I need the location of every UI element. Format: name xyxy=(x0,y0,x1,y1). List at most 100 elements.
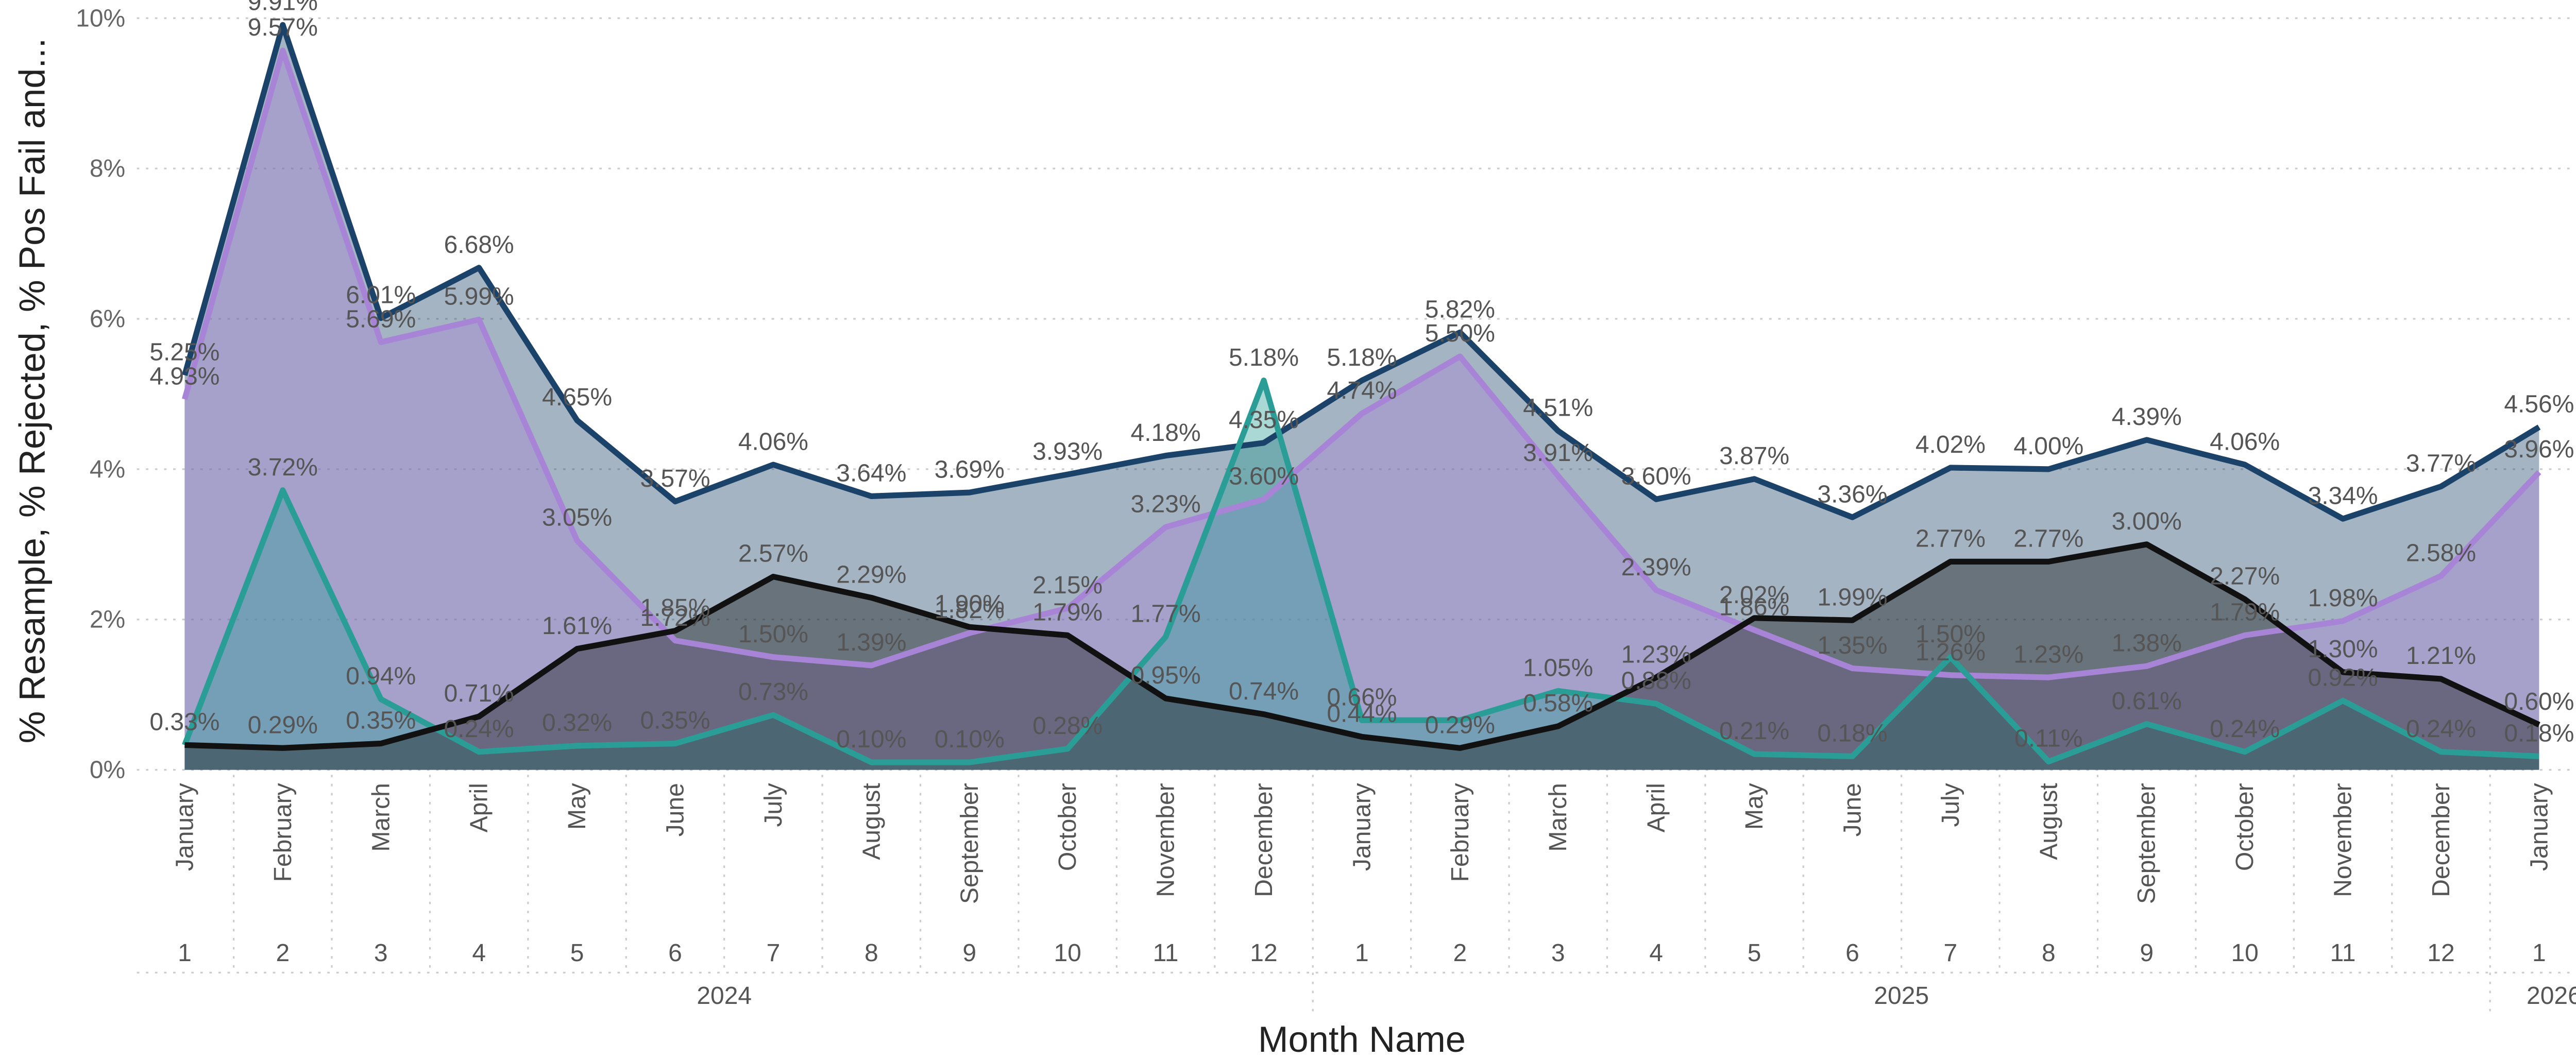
data-label: 0.18% xyxy=(2504,720,2574,747)
data-label: 1.23% xyxy=(2013,641,2083,668)
year-label: 2025 xyxy=(1874,982,1929,1010)
month-number: 9 xyxy=(2140,940,2154,967)
data-label: 0.58% xyxy=(1523,690,1593,717)
month-number: 3 xyxy=(374,940,388,967)
y-axis-title: % Resample, % Rejected, % Pos Fail and..… xyxy=(11,38,52,743)
data-label: 0.92% xyxy=(2308,664,2378,692)
x-tick-label: June xyxy=(662,783,689,836)
data-label: 0.35% xyxy=(640,707,710,735)
data-label: 3.64% xyxy=(836,460,906,487)
month-number: 2 xyxy=(1453,940,1467,967)
data-label: 4.39% xyxy=(2112,403,2182,431)
data-label: 1.21% xyxy=(2406,642,2476,670)
data-label: 0.71% xyxy=(444,680,514,707)
y-tick-label: 6% xyxy=(90,305,125,333)
y-tick-label: 4% xyxy=(90,456,125,483)
data-label: 0.33% xyxy=(149,709,219,736)
data-label: 0.18% xyxy=(1817,720,1887,747)
x-tick-label: October xyxy=(2231,783,2259,871)
data-label: 1.98% xyxy=(2308,585,2378,612)
data-label: 4.56% xyxy=(2504,390,2574,418)
data-label: 1.50% xyxy=(1916,621,1986,648)
data-label: 4.51% xyxy=(1523,395,1593,422)
month-number: 3 xyxy=(1551,940,1565,967)
x-tick-label: December xyxy=(2428,783,2455,897)
data-label: 2.77% xyxy=(2013,525,2083,553)
data-label: 1.39% xyxy=(836,629,906,656)
data-label: 4.00% xyxy=(2013,433,2083,460)
month-number: 1 xyxy=(2532,940,2546,967)
x-tick-label: February xyxy=(269,783,297,882)
month-number: 8 xyxy=(2042,940,2056,967)
data-label: 0.95% xyxy=(1131,662,1201,689)
month-number: 7 xyxy=(1944,940,1958,967)
data-label: 1.79% xyxy=(2210,599,2280,626)
x-tick-label: February xyxy=(1447,783,1474,882)
data-label: 1.23% xyxy=(1621,641,1691,668)
line xyxy=(182,47,2541,680)
month-number: 5 xyxy=(570,940,584,967)
data-label: 0.73% xyxy=(738,678,808,706)
data-label: 0.60% xyxy=(2504,688,2574,715)
data-label: 3.00% xyxy=(2112,508,2182,535)
x-tick-label: July xyxy=(760,783,787,827)
data-label: 1.26% xyxy=(1916,639,1986,666)
data-label: 0.44% xyxy=(1327,701,1397,728)
data-label: 3.23% xyxy=(1131,490,1201,518)
data-label: 2.02% xyxy=(1719,582,1789,609)
x-tick-label: January xyxy=(171,783,198,871)
data-label: 5.69% xyxy=(346,305,416,333)
x-axis-title: Month Name xyxy=(1258,1019,1466,1059)
data-label: 0.24% xyxy=(2406,715,2476,743)
y-tick-label: 0% xyxy=(90,757,125,784)
area xyxy=(184,50,2539,770)
month-number: 11 xyxy=(2330,940,2356,967)
data-label: 6.68% xyxy=(444,231,514,259)
data-label: 5.18% xyxy=(1327,344,1397,371)
x-tick-label: September xyxy=(956,783,984,904)
data-label: 2.58% xyxy=(2406,539,2476,567)
month-number: 11 xyxy=(1153,940,1179,967)
data-label: 4.93% xyxy=(149,363,219,390)
x-tick-label: April xyxy=(1643,783,1670,832)
data-label: 3.36% xyxy=(1817,481,1887,508)
data-label: 1.72% xyxy=(640,604,710,631)
y-tick-label: 8% xyxy=(90,155,125,182)
x-tick-label: November xyxy=(1153,783,1180,897)
data-label: 1.82% xyxy=(935,596,1005,624)
data-label: 0.10% xyxy=(836,726,906,753)
data-label: 9.91% xyxy=(248,0,318,16)
x-tick-label: January xyxy=(1348,783,1376,871)
data-label: 4.02% xyxy=(1916,431,1986,458)
data-label: 5.25% xyxy=(149,339,219,366)
data-label: 3.91% xyxy=(1523,439,1593,467)
data-label: 5.18% xyxy=(1229,344,1299,371)
x-tick-label: May xyxy=(564,783,591,830)
data-label: 3.60% xyxy=(1621,463,1691,490)
data-label: 4.65% xyxy=(542,384,612,411)
x-tick-label: August xyxy=(858,783,885,860)
data-label: 2.15% xyxy=(1032,572,1103,599)
x-tick-label: June xyxy=(1839,783,1866,836)
data-label: 1.90% xyxy=(935,591,1005,618)
x-tick-label: March xyxy=(1545,783,1572,851)
data-label: 3.93% xyxy=(1032,438,1103,465)
x-tick-label: April xyxy=(466,783,493,832)
x-tick-label: May xyxy=(1741,783,1768,830)
line xyxy=(182,22,2541,522)
month-number: 1 xyxy=(178,940,192,967)
data-label: 1.35% xyxy=(1817,632,1887,659)
data-label: 0.11% xyxy=(2014,725,2083,753)
x-tick-label: August xyxy=(2035,783,2062,860)
data-label: 0.10% xyxy=(935,726,1005,753)
x-tick-label: July xyxy=(1937,783,1964,827)
x-tick-label: October xyxy=(1054,783,1081,871)
data-label: 3.77% xyxy=(2406,450,2476,477)
data-label: 4.74% xyxy=(1327,377,1397,404)
year-label: 2024 xyxy=(697,982,752,1010)
year-label: 2026 xyxy=(2527,982,2576,1010)
x-tick-label: January xyxy=(2526,783,2553,871)
data-label: 5.50% xyxy=(1425,320,1495,347)
data-label: 0.29% xyxy=(248,711,318,739)
data-label: 1.85% xyxy=(640,594,710,622)
